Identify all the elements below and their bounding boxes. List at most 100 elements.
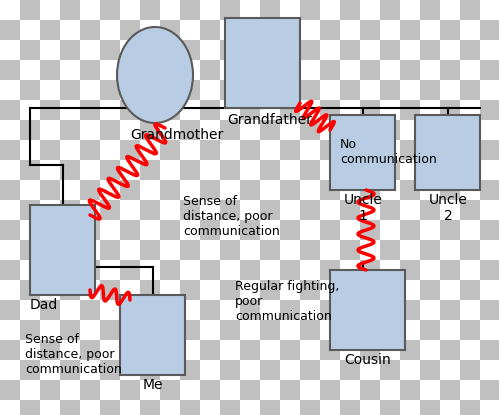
Bar [120, 300, 140, 320]
Bar [0, 340, 20, 360]
Bar [380, 140, 400, 160]
Bar [120, 360, 140, 380]
Bar [420, 320, 440, 340]
Bar [180, 180, 200, 200]
Bar [300, 360, 320, 380]
Bar [320, 220, 340, 240]
Bar [180, 260, 200, 280]
Bar [340, 220, 360, 240]
Bar [260, 120, 280, 140]
Bar [40, 100, 60, 120]
Bar [300, 220, 320, 240]
Bar [380, 320, 400, 340]
Bar [80, 360, 100, 380]
Bar [80, 40, 100, 60]
Bar [100, 0, 120, 20]
Bar [40, 380, 60, 400]
Bar [80, 260, 100, 280]
Bar [380, 100, 400, 120]
Bar [20, 340, 40, 360]
Bar [120, 260, 140, 280]
Bar [380, 220, 400, 240]
Bar [20, 0, 40, 20]
Bar [460, 120, 480, 140]
Bar [220, 380, 240, 400]
Bar [160, 320, 180, 340]
FancyBboxPatch shape [120, 295, 185, 375]
Bar [160, 380, 180, 400]
Bar [340, 340, 360, 360]
Bar [320, 100, 340, 120]
Bar [280, 340, 300, 360]
Bar [280, 0, 300, 20]
Bar [140, 360, 160, 380]
Bar [240, 60, 260, 80]
Bar [60, 0, 80, 20]
Bar [0, 180, 20, 200]
Bar [400, 0, 420, 20]
Bar [140, 200, 160, 220]
Bar [340, 180, 360, 200]
Bar [240, 180, 260, 200]
Bar [0, 220, 20, 240]
Bar [220, 280, 240, 300]
Bar [160, 140, 180, 160]
Bar [240, 0, 260, 20]
Bar [100, 20, 120, 40]
Bar [0, 200, 20, 220]
Bar [0, 360, 20, 380]
Bar [440, 140, 460, 160]
Bar [320, 60, 340, 80]
Bar [400, 220, 420, 240]
Bar [340, 60, 360, 80]
Bar [40, 160, 60, 180]
Bar [400, 400, 420, 415]
Bar [380, 160, 400, 180]
Bar [200, 100, 220, 120]
Bar [260, 320, 280, 340]
Bar [220, 120, 240, 140]
Bar [0, 280, 20, 300]
Bar [20, 260, 40, 280]
Bar [100, 320, 120, 340]
Bar [80, 320, 100, 340]
Bar [140, 380, 160, 400]
Bar [60, 180, 80, 200]
Bar [280, 160, 300, 180]
Bar [240, 100, 260, 120]
Bar [20, 300, 40, 320]
Bar [300, 400, 320, 415]
Bar [120, 60, 140, 80]
Bar [320, 280, 340, 300]
Bar [480, 320, 499, 340]
Bar [260, 240, 280, 260]
Bar [280, 360, 300, 380]
Bar [0, 120, 20, 140]
Bar [40, 260, 60, 280]
Bar [280, 380, 300, 400]
Bar [180, 80, 200, 100]
Bar [260, 340, 280, 360]
Bar [40, 120, 60, 140]
Bar [60, 280, 80, 300]
Bar [80, 120, 100, 140]
Bar [360, 60, 380, 80]
Bar [200, 20, 220, 40]
Bar [400, 240, 420, 260]
Bar [320, 120, 340, 140]
Bar [420, 340, 440, 360]
Bar [480, 180, 499, 200]
Bar [140, 180, 160, 200]
Bar [460, 360, 480, 380]
Bar [40, 140, 60, 160]
Bar [340, 0, 360, 20]
Bar [360, 80, 380, 100]
Bar [180, 20, 200, 40]
Bar [100, 80, 120, 100]
Bar [320, 380, 340, 400]
Bar [300, 0, 320, 20]
Bar [160, 120, 180, 140]
Bar [420, 0, 440, 20]
Bar [300, 120, 320, 140]
Bar [320, 140, 340, 160]
